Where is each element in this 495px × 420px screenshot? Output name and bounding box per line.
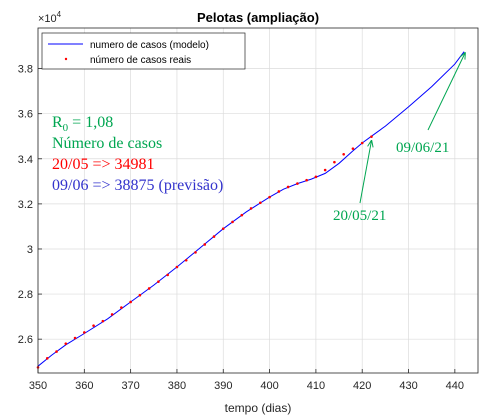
data-point-real: [166, 273, 169, 277]
data-point-real: [120, 306, 123, 309]
real-cases-line: 20/05 => 34981: [52, 156, 155, 173]
arrow-20-05: [359, 141, 371, 204]
data-point-real: [370, 135, 373, 138]
y-tick-label: 3.6: [18, 109, 33, 121]
data-point-real: [110, 313, 114, 316]
r0-value: = 1,08: [68, 114, 113, 131]
data-point-real: [45, 357, 49, 360]
data-point-real: [240, 213, 244, 217]
cases-title: Número de casos: [52, 135, 162, 152]
series-line-model: [37, 51, 465, 367]
legend: numero de casos (modelo) número de casos…: [41, 32, 246, 70]
arrow-09-06: [427, 53, 465, 131]
x-tick-label: 420: [353, 380, 371, 392]
data-point-real: [184, 258, 188, 262]
data-point-real: [249, 207, 253, 210]
data-point-real: [296, 182, 299, 185]
y-tick-label: 3.2: [18, 199, 33, 211]
y-tick-label: 3.8: [18, 64, 33, 76]
ticks: 350 360 370 380 390 400 410 420 430 440 2.6 2.8 3 3.2…: [18, 64, 464, 392]
y-tick-label: 2.8: [18, 289, 33, 301]
y-tick-label: 3: [27, 244, 33, 256]
data-point-real: [342, 152, 345, 156]
y-exponent-power: 4: [57, 10, 62, 19]
x-axis-label: tempo (dias): [225, 401, 292, 415]
data-point-real: [101, 319, 105, 323]
data-point-real: [360, 141, 364, 145]
data-point-real: [92, 324, 95, 327]
arrow-label-20-05: 20/05/21: [333, 208, 386, 224]
x-tick-label: 360: [75, 380, 93, 392]
legend-label-model: numero de casos (modelo): [90, 40, 209, 51]
data-point-real: [147, 287, 151, 290]
data-point-real: [231, 220, 234, 224]
y-tick-label: 3.4: [18, 154, 33, 166]
x-tick-label: 390: [214, 380, 232, 392]
data-point-real: [129, 300, 132, 304]
r0-subscript: 0: [63, 122, 69, 134]
arrow-label-09-06: 09/06/21: [396, 140, 449, 156]
data-point-real: [333, 160, 336, 164]
data-point-real: [221, 227, 225, 230]
chart-title: Pelotas (ampliação): [197, 10, 319, 25]
data-point-real: [194, 251, 197, 254]
x-tick-label: 380: [168, 380, 186, 392]
data-point-real: [351, 147, 355, 150]
forecast-line: 09/06 => 38875 (previsão): [52, 177, 223, 194]
x-tick-label: 370: [121, 380, 139, 392]
data-point-real: [286, 185, 290, 189]
data-point-real: [314, 175, 318, 179]
series-layer: [36, 51, 465, 369]
data-point-real: [212, 235, 216, 238]
data-point-real: [64, 342, 68, 345]
data-point-real: [268, 195, 271, 199]
x-tick-label: 400: [260, 380, 278, 392]
x-tick-label: 410: [307, 380, 325, 392]
data-point-real: [55, 350, 58, 353]
r0-base: R: [52, 114, 63, 131]
y-exponent-base: ×10: [38, 13, 57, 25]
data-point-real: [138, 293, 142, 297]
data-point-real: [157, 280, 160, 283]
y-tick-label: 2.6: [18, 334, 33, 346]
data-point-real: [73, 336, 77, 340]
data-point-real: [175, 265, 179, 269]
y-exponent-label: ×104: [38, 10, 62, 25]
data-point-real: [305, 178, 308, 182]
x-tick-label: 350: [29, 380, 47, 392]
x-tick-label: 430: [399, 380, 417, 392]
data-point-real: [83, 331, 86, 334]
legend-marker-real: [64, 57, 68, 61]
data-point-real: [277, 190, 281, 193]
data-point-real: [323, 168, 327, 172]
data-point-real: [259, 201, 262, 205]
legend-label-real: número de casos reais: [90, 55, 191, 66]
x-tick-label: 440: [446, 380, 464, 392]
legend-box: [41, 32, 246, 70]
data-point-real: [203, 243, 207, 246]
r0-annotation: R0 = 1,08: [52, 114, 113, 134]
axes-frame: [37, 27, 479, 374]
